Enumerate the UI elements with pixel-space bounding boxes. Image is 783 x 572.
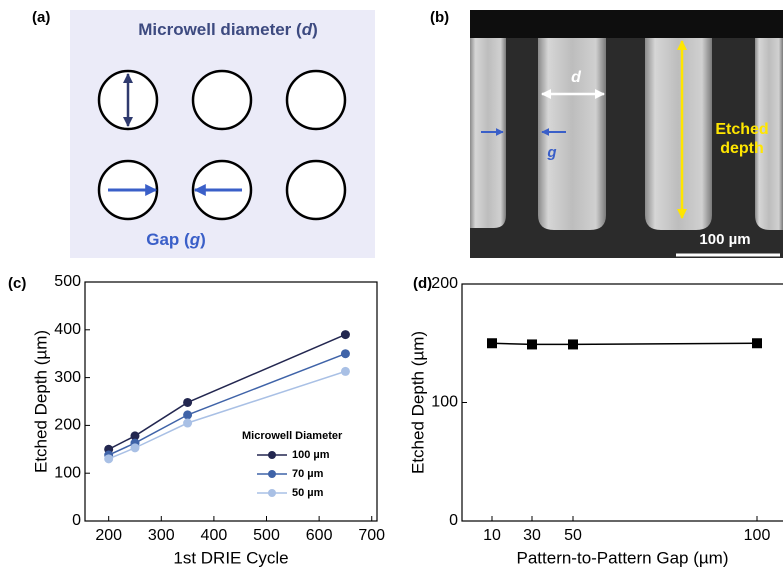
x-axis-label: Pattern-to-Pattern Gap (µm) bbox=[517, 548, 729, 567]
x-tick-label: 200 bbox=[95, 527, 122, 544]
y-tick-label: 300 bbox=[54, 369, 81, 386]
marker bbox=[568, 339, 578, 350]
y-tick-label: 500 bbox=[54, 273, 81, 290]
series-line bbox=[491, 342, 758, 346]
legend-label: 50 µm bbox=[292, 487, 324, 499]
g-label: g bbox=[546, 144, 556, 161]
pillars bbox=[470, 38, 783, 230]
legend-title: Microwell Diameter bbox=[242, 430, 343, 442]
marker bbox=[130, 431, 140, 441]
image-top bbox=[470, 10, 783, 38]
sem-image: d g Etched depth 100 µm bbox=[470, 10, 783, 258]
y-axis-label: Etched Depth (µm) bbox=[408, 331, 427, 474]
marker bbox=[130, 443, 140, 453]
marker bbox=[487, 338, 497, 349]
marker bbox=[183, 397, 193, 407]
y-tick-label: 100 bbox=[431, 394, 458, 411]
legend-marker bbox=[268, 451, 276, 459]
d-label: d bbox=[571, 69, 582, 86]
x-tick-label: 300 bbox=[148, 527, 175, 544]
diameter-label: Microwell diameter (d) bbox=[138, 20, 318, 39]
legend-marker bbox=[268, 470, 276, 478]
gap-label: Gap (g) bbox=[146, 230, 206, 249]
x-tick-label: 500 bbox=[253, 527, 280, 544]
x-tick-label: 400 bbox=[201, 527, 228, 544]
marker bbox=[340, 330, 350, 340]
legend-label: 70 µm bbox=[292, 468, 324, 480]
y-axis-label: Etched Depth (µm) bbox=[31, 330, 50, 473]
y-tick-label: 0 bbox=[449, 512, 458, 529]
marker bbox=[752, 338, 762, 349]
panel-label: (d) bbox=[413, 275, 432, 292]
plot-frame bbox=[461, 283, 783, 522]
depth-label: depth bbox=[720, 140, 764, 157]
series-line bbox=[108, 353, 346, 456]
depth-label: Etched bbox=[715, 121, 768, 138]
x-tick-label: 50 bbox=[564, 527, 582, 544]
image-bg bbox=[470, 10, 783, 258]
x-tick-label: 100 bbox=[744, 527, 771, 544]
legend-label: 100 µm bbox=[292, 449, 330, 461]
series-line bbox=[108, 333, 346, 450]
panel-label: (b) bbox=[430, 9, 449, 26]
x-tick-label: 600 bbox=[306, 527, 333, 544]
diagram-bg bbox=[70, 10, 375, 258]
scale-bar-label: 100 µm bbox=[699, 231, 750, 248]
y-tick-label: 200 bbox=[54, 417, 81, 434]
y-tick-label: 200 bbox=[431, 275, 458, 292]
marker bbox=[340, 366, 350, 376]
panel-label: (a) bbox=[32, 9, 50, 26]
marker bbox=[527, 339, 537, 350]
x-tick-label: 10 bbox=[483, 527, 501, 544]
y-tick-label: 0 bbox=[72, 512, 81, 529]
marker bbox=[183, 418, 193, 428]
x-tick-label: 700 bbox=[358, 527, 385, 544]
x-axis-label: 1st DRIE Cycle bbox=[173, 548, 288, 567]
marker bbox=[104, 454, 114, 464]
chart: 0 100 200 300 400 500 200 300 400 500 600 700 1st DR… bbox=[31, 273, 385, 567]
panel-label: (c) bbox=[8, 275, 26, 292]
chart: 0 100 200 10 30 50 100 Pattern-to-Pattern Gap (… bbox=[408, 275, 783, 567]
series-line bbox=[108, 370, 346, 460]
y-tick-label: 400 bbox=[54, 321, 81, 338]
legend-marker bbox=[268, 489, 276, 497]
y-tick-label: 100 bbox=[54, 464, 81, 481]
marker bbox=[340, 349, 350, 359]
marker bbox=[183, 410, 193, 420]
plot-frame bbox=[84, 281, 378, 522]
x-tick-label: 30 bbox=[523, 527, 541, 544]
diagram: Microwell diameter (d) Gap (g) bbox=[70, 10, 375, 258]
